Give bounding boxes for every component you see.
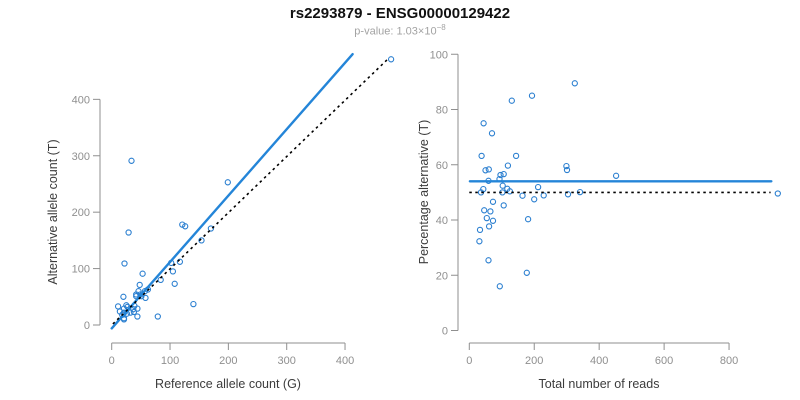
data-point: [487, 208, 494, 215]
data-point: [496, 283, 503, 290]
y-tick-label: 100: [430, 49, 448, 61]
data-point: [504, 162, 512, 169]
data-point: [169, 268, 177, 275]
x-tick-label: 400: [590, 355, 608, 367]
y-tick-label: 60: [436, 160, 448, 172]
data-point: [121, 260, 128, 267]
data-point: [512, 152, 520, 160]
x-tick-label: 300: [278, 355, 296, 367]
figure-title: rs2293879 - ENSG00000129422: [289, 5, 511, 22]
data-point: [125, 229, 132, 236]
data-point: [139, 270, 146, 277]
data-point: [564, 191, 572, 198]
x-tick-label: 0: [109, 355, 115, 367]
y-tick-label: 400: [72, 94, 90, 106]
data-point: [136, 281, 143, 289]
x-tick-label: 800: [720, 355, 738, 367]
data-point: [142, 294, 149, 302]
data-point: [489, 198, 497, 205]
data-point: [476, 238, 483, 245]
data-point: [531, 196, 538, 203]
data-point: [154, 313, 161, 320]
figure-subtitle: p-value: 1.03×10−8: [0, 23, 800, 38]
data-point: [481, 207, 488, 214]
regression-line: [110, 53, 354, 330]
data-point: [224, 179, 231, 186]
data-point: [540, 192, 547, 199]
x-tick-label: 200: [219, 355, 237, 367]
data-point: [171, 280, 178, 287]
data-point: [774, 190, 781, 197]
right-plot: 0 20 40 60 80 100 0 200 400 600 800 Total number of…: [417, 49, 781, 391]
data-point: [612, 172, 620, 179]
x-tick-label: 200: [525, 355, 543, 367]
data-point: [123, 302, 130, 309]
x-tick-label: 600: [655, 355, 673, 367]
pvalue-text: p-value: 1.03×10: [354, 25, 437, 38]
data-point: [130, 308, 138, 316]
y-tick-label: 300: [72, 151, 90, 163]
data-point: [114, 303, 122, 310]
data-point: [500, 202, 507, 209]
data-point: [563, 166, 571, 174]
data-point: [120, 316, 128, 323]
x-tick-label: 0: [466, 355, 472, 367]
x-tick-label: 400: [336, 355, 354, 367]
x-tick-label: 100: [161, 355, 179, 367]
y-tick-label: 40: [436, 215, 448, 227]
x-axis-title: Total number of reads: [539, 377, 660, 391]
data-point: [476, 226, 484, 234]
data-point: [500, 170, 507, 178]
data-point: [190, 300, 197, 308]
data-point: [519, 192, 526, 199]
data-point: [480, 120, 487, 127]
y-tick-label: 0: [84, 320, 90, 332]
data-point: [563, 162, 570, 170]
data-point: [482, 167, 489, 174]
y-tick-label: 200: [72, 207, 90, 219]
data-point: [506, 188, 514, 195]
data-point: [198, 237, 205, 244]
identity-line: [112, 58, 389, 325]
data-point: [523, 269, 530, 276]
y-axis-title: Percentage alternative (T): [417, 120, 431, 265]
data-point: [120, 293, 127, 300]
data-point: [485, 257, 492, 264]
y-tick-label: 100: [72, 264, 90, 276]
data-point: [483, 214, 490, 222]
data-point: [528, 92, 536, 99]
data-point: [489, 217, 497, 224]
data-point: [387, 56, 395, 63]
data-point: [534, 183, 542, 191]
data-point: [176, 258, 184, 265]
data-point: [478, 152, 485, 160]
data-point: [127, 309, 134, 316]
data-point: [497, 171, 504, 179]
data-point: [571, 80, 578, 87]
data-point: [134, 305, 141, 312]
x-axis-title: Reference allele count (G): [155, 377, 301, 391]
data-point: [207, 225, 215, 232]
pvalue-exponent: −8: [436, 23, 446, 32]
y-axis-title: Alternative allele count (T): [46, 139, 60, 284]
data-point: [128, 157, 135, 164]
data-point: [499, 182, 506, 189]
y-tick-label: 0: [442, 326, 448, 338]
data-point: [182, 223, 189, 230]
data-point: [485, 223, 493, 230]
left-plot: 0 100 200 300 400 0 100 200 300 400 Reference alle…: [46, 53, 395, 391]
y-tick-label: 80: [436, 105, 448, 117]
data-point: [135, 288, 142, 295]
data-point: [524, 216, 532, 223]
data-point: [488, 130, 496, 137]
data-point: [508, 97, 515, 104]
data-point: [134, 313, 141, 320]
y-tick-label: 20: [436, 270, 448, 282]
data-point: [485, 166, 492, 173]
